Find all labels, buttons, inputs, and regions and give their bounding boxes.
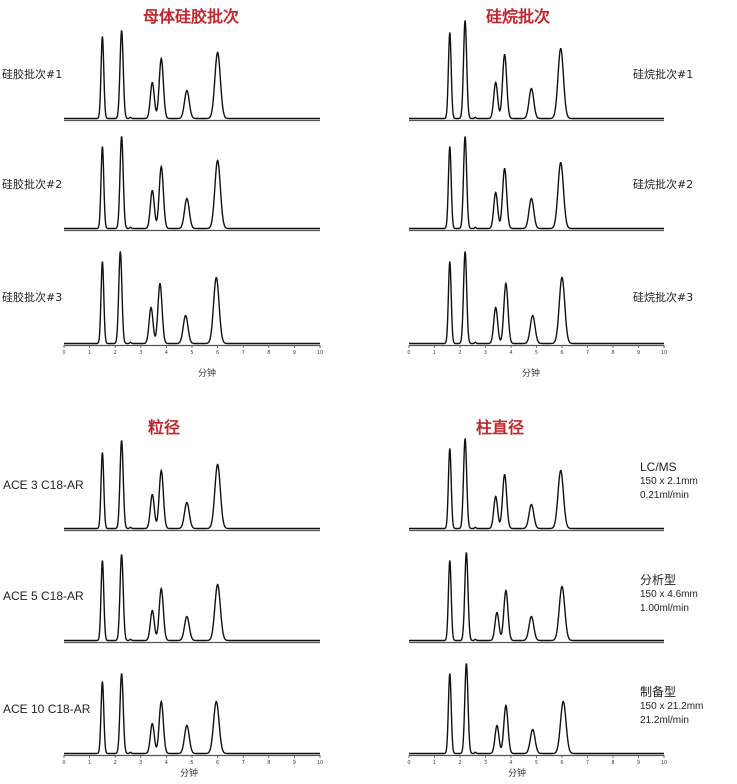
row-label-silica-2: 硅胶批次#2 xyxy=(2,178,63,191)
x-tick-label: 5 xyxy=(190,350,193,356)
x-tick-label: 4 xyxy=(509,760,512,766)
x-tick-label: 3 xyxy=(139,350,142,356)
x-tick-label: 5 xyxy=(535,350,538,356)
x-tick-label: 0 xyxy=(62,760,65,766)
x-axis-label-bottom-right: 分钟 xyxy=(508,769,527,779)
trace-硅胶批次#1 xyxy=(64,30,320,120)
row-label-lcms: LC/MS 150 x 2.1mm 0.21ml/min xyxy=(640,459,698,503)
trace-LC/MS xyxy=(409,438,664,530)
x-tick-label: 2 xyxy=(114,760,117,766)
x-tick-label: 8 xyxy=(611,350,614,356)
x-tick-label: 8 xyxy=(611,760,614,766)
x-tick-label: 4 xyxy=(165,350,168,356)
row-label-preparative: 制备型 150 x 21.2mm 21.2ml/min xyxy=(640,684,703,728)
row-label-ace5: ACE 5 C18-AR xyxy=(3,589,84,603)
trace-ACE 10 C18-AR xyxy=(64,673,320,755)
panel-title-particle-size: 粒径 xyxy=(148,418,181,437)
chart-panel-3: 0 1 2 3 4 5 6 7 8 9 10 xyxy=(407,438,667,766)
x-tick-label: 10 xyxy=(317,350,323,356)
preparative-name: 制备型 xyxy=(640,685,677,699)
panel-title-silica-batch: 母体硅胶批次 xyxy=(143,7,240,26)
x-tick-label: 1 xyxy=(433,760,436,766)
x-axis-label-bottom-left: 分钟 xyxy=(180,769,199,779)
row-label-silane-1: 硅烷批次#1 xyxy=(633,68,694,81)
trace-硅烷批次#3 xyxy=(409,251,664,345)
row-label-silica-3: 硅胶批次#3 xyxy=(2,291,63,304)
row-label-silica-1: 硅胶批次#1 xyxy=(2,68,63,81)
lcms-name: LC/MS xyxy=(640,460,677,474)
analytical-dims: 150 x 4.6mm xyxy=(640,589,698,600)
x-tick-label: 9 xyxy=(293,760,296,766)
x-tick-label: 8 xyxy=(267,760,270,766)
x-axis-label-top-right: 分钟 xyxy=(522,369,541,379)
trace-分析型 xyxy=(409,552,664,642)
x-tick-label: 4 xyxy=(165,760,168,766)
row-label-ace3: ACE 3 C18-AR xyxy=(3,478,84,492)
panel-title-column-diameter: 柱直径 xyxy=(476,418,525,437)
chart-panel-1: 0 1 2 3 4 5 6 7 8 9 10 xyxy=(407,20,667,356)
trace-硅胶批次#2 xyxy=(64,136,320,230)
chart-panel-2: 0 1 2 3 4 5 6 7 8 9 10 xyxy=(62,440,323,766)
x-tick-label: 9 xyxy=(637,760,640,766)
preparative-dims: 150 x 21.2mm xyxy=(640,701,704,712)
x-tick-label: 8 xyxy=(267,350,270,356)
preparative-flow: 21.2ml/min xyxy=(640,715,689,726)
x-tick-label: 5 xyxy=(535,760,538,766)
x-tick-label: 7 xyxy=(242,350,245,356)
trace-硅烷批次#1 xyxy=(409,20,664,120)
chart-panel-0: 0 1 2 3 4 5 6 7 8 9 10 xyxy=(62,30,323,356)
analytical-flow: 1.00ml/min xyxy=(640,603,689,614)
row-label-analytical: 分析型 150 x 4.6mm 1.00ml/min xyxy=(640,572,698,616)
x-tick-label: 3 xyxy=(484,350,487,356)
x-tick-label: 0 xyxy=(407,350,410,356)
row-label-ace10: ACE 10 C18-AR xyxy=(3,702,91,716)
row-label-silane-2: 硅烷批次#2 xyxy=(633,178,694,191)
x-tick-label: 7 xyxy=(586,760,589,766)
x-tick-label: 10 xyxy=(661,760,667,766)
x-tick-label: 9 xyxy=(637,350,640,356)
row-label-silane-3: 硅烷批次#3 xyxy=(633,291,694,304)
trace-硅烷批次#2 xyxy=(409,136,664,230)
x-tick-label: 0 xyxy=(62,350,65,356)
analytical-name: 分析型 xyxy=(640,573,677,587)
x-tick-label: 4 xyxy=(509,350,512,356)
lcms-dims: 150 x 2.1mm xyxy=(640,476,698,487)
lcms-flow: 0.21ml/min xyxy=(640,490,689,501)
x-tick-label: 7 xyxy=(242,760,245,766)
x-tick-label: 1 xyxy=(88,350,91,356)
x-tick-label: 6 xyxy=(560,350,563,356)
x-tick-label: 6 xyxy=(216,350,219,356)
x-tick-label: 2 xyxy=(114,350,117,356)
x-tick-label: 5 xyxy=(190,760,193,766)
x-tick-label: 0 xyxy=(407,760,410,766)
x-axis-label-top-left: 分钟 xyxy=(198,369,217,379)
x-tick-label: 1 xyxy=(433,350,436,356)
x-tick-label: 3 xyxy=(484,760,487,766)
trace-硅胶批次#3 xyxy=(64,251,320,345)
trace-制备型 xyxy=(409,663,664,755)
panel-title-silane-batch: 硅烷批次 xyxy=(486,7,551,26)
x-tick-label: 9 xyxy=(293,350,296,356)
x-tick-label: 3 xyxy=(139,760,142,766)
x-tick-label: 2 xyxy=(458,760,461,766)
x-tick-label: 10 xyxy=(661,350,667,356)
x-tick-label: 6 xyxy=(216,760,219,766)
x-tick-label: 7 xyxy=(586,350,589,356)
x-tick-label: 6 xyxy=(560,760,563,766)
trace-ACE 3 C18-AR xyxy=(64,440,320,530)
x-tick-label: 1 xyxy=(88,760,91,766)
x-tick-label: 10 xyxy=(317,760,323,766)
trace-ACE 5 C18-AR xyxy=(64,554,320,642)
x-tick-label: 2 xyxy=(458,350,461,356)
